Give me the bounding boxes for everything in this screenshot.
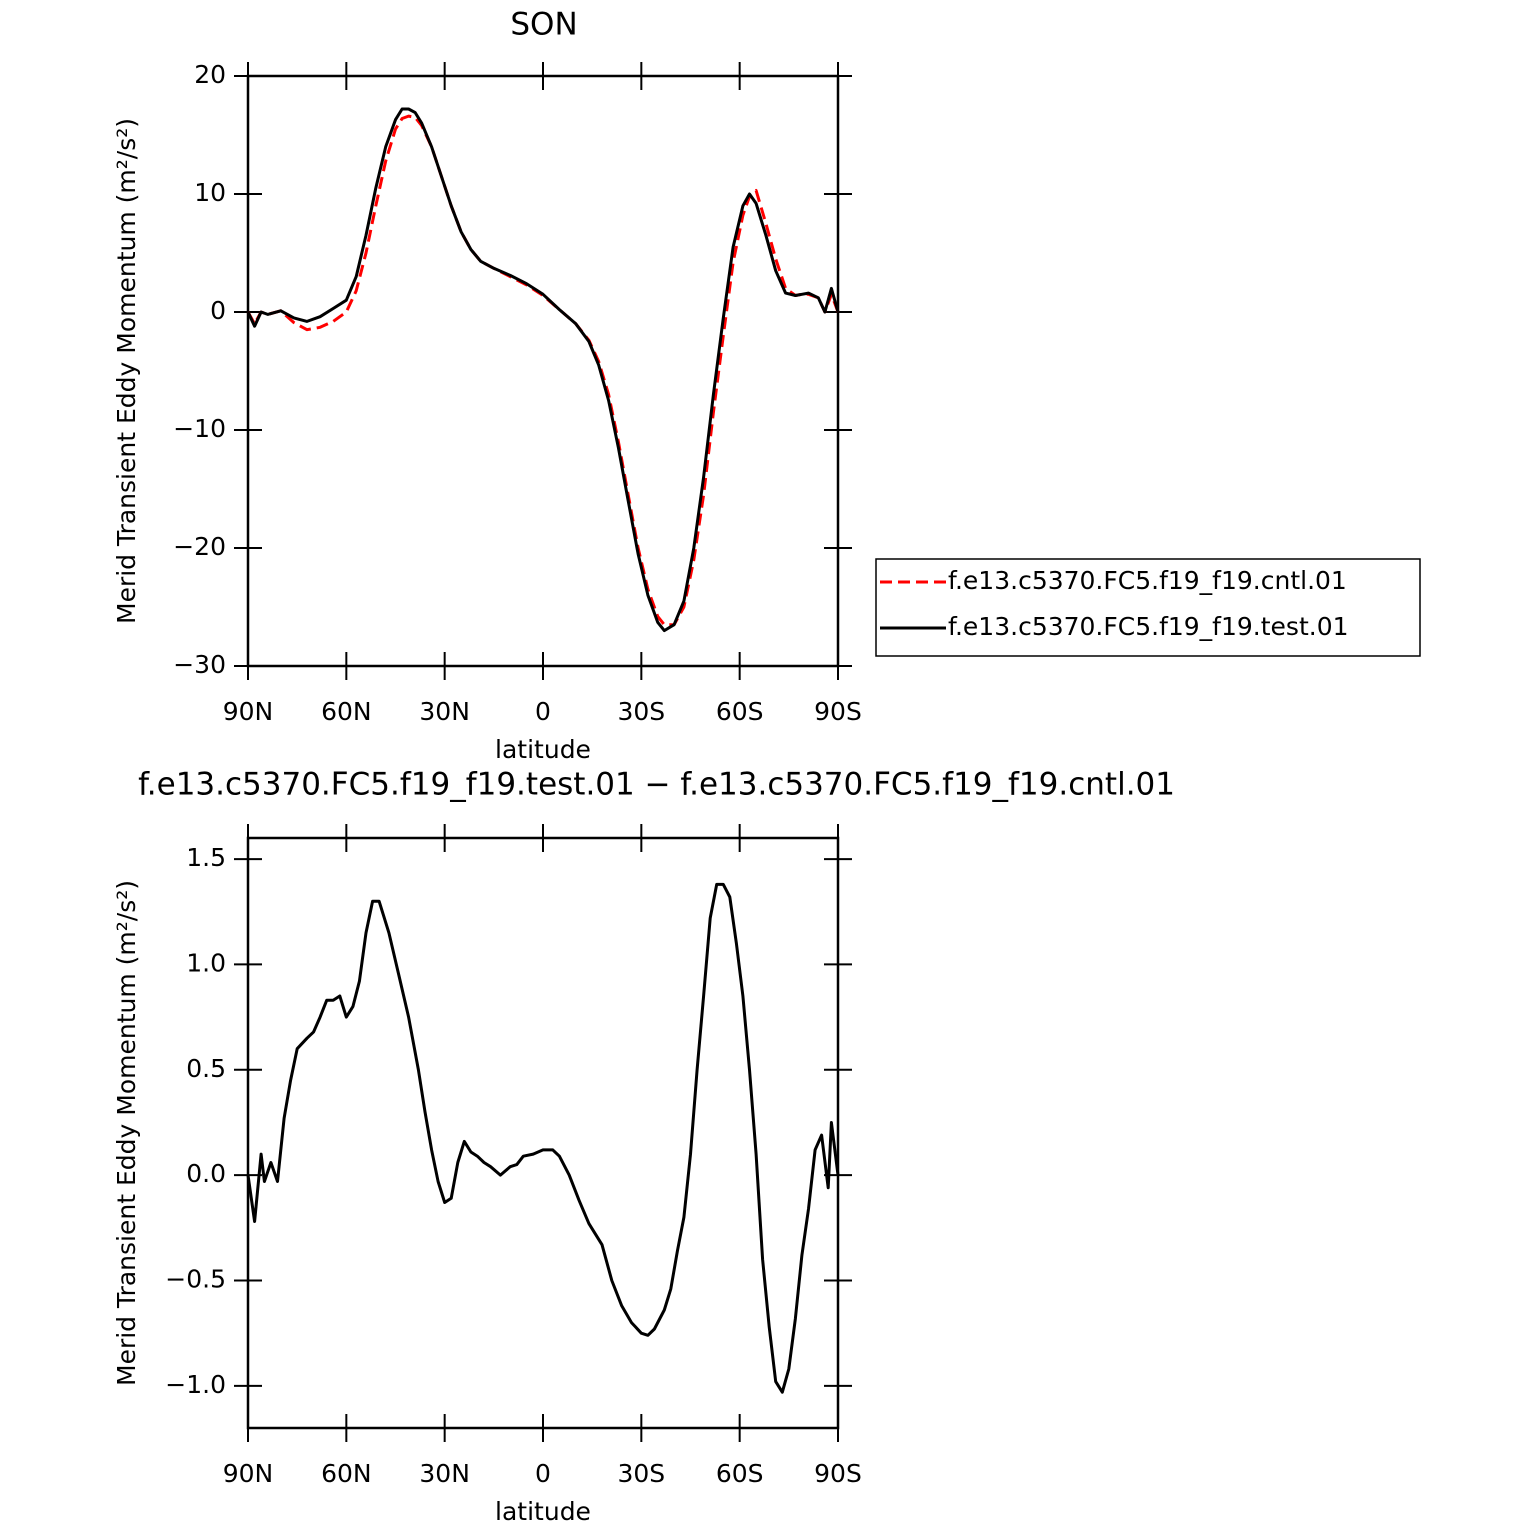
y-tick-label: −0.5 [165, 1265, 226, 1294]
chart-title: f.e13.c5370.FC5.f19_f19.test.01 − f.e13.… [138, 767, 1175, 803]
plot-frame [246, 74, 840, 668]
y-tick-label: −1.0 [165, 1370, 226, 1399]
legend-label: f.e13.c5370.FC5.f19_f19.cntl.01 [948, 566, 1347, 595]
y-tick-label: −30 [173, 650, 226, 679]
x-tick-label: 0 [535, 1459, 551, 1488]
x-tick-label: 90N [223, 697, 274, 726]
x-tick-label: 30N [419, 697, 470, 726]
y-axis-label: Merid Transient Eddy Momentum (m²/s²) [112, 880, 141, 1386]
legend-label: f.e13.c5370.FC5.f19_f19.test.01 [948, 612, 1349, 641]
y-tick-label: 1.0 [186, 948, 226, 977]
x-tick-label: 60S [716, 1459, 764, 1488]
x-axis-label: latitude [495, 1497, 591, 1526]
y-axis-label: Merid Transient Eddy Momentum (m²/s²) [112, 118, 141, 624]
x-tick-label: 90S [814, 697, 862, 726]
x-tick-label: 60N [321, 1459, 372, 1488]
x-tick-label: 0 [535, 697, 551, 726]
y-tick-label: 20 [194, 60, 226, 89]
legend-box [875, 558, 1421, 657]
legend: f.e13.c5370.FC5.f19_f19.cntl.01 f.e13.c53… [875, 558, 1421, 657]
series-line [246, 882, 840, 1394]
x-tick-label: 30S [617, 1459, 665, 1488]
y-tick-label: −20 [173, 532, 226, 561]
y-tick-label: −10 [173, 414, 226, 443]
y-tick-label: 0 [210, 296, 226, 325]
y-tick-label: 0.5 [186, 1054, 226, 1083]
x-tick-label: 30S [617, 697, 665, 726]
y-tick-label: 0.0 [186, 1159, 226, 1188]
series-line [246, 114, 840, 627]
y-tick-label: 10 [194, 178, 226, 207]
series-line [246, 107, 840, 633]
x-tick-label: 60N [321, 697, 372, 726]
x-tick-label: 90N [223, 1459, 274, 1488]
x-tick-label: 30N [419, 1459, 470, 1488]
x-tick-label: 60S [716, 697, 764, 726]
x-axis-label: latitude [495, 735, 591, 764]
x-tick-label: 90S [814, 1459, 862, 1488]
y-tick-label: 1.5 [186, 843, 226, 872]
plot-frame [246, 836, 840, 1430]
chart-title: SON [510, 7, 577, 43]
